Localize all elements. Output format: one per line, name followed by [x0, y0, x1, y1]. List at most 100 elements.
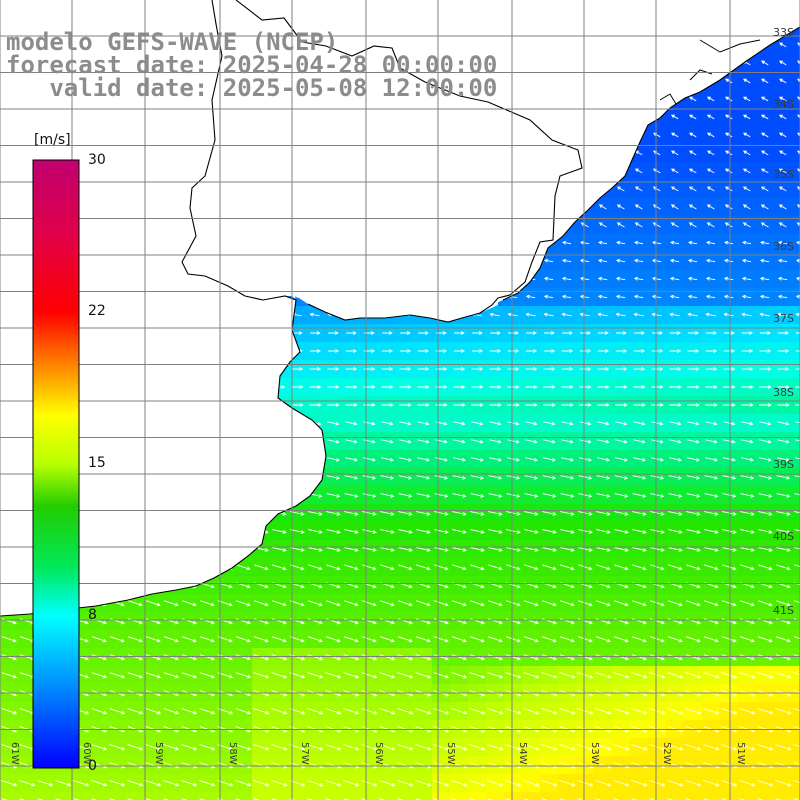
wind-arrow	[326, 493, 341, 498]
wind-arrow	[380, 547, 395, 552]
wind-arrow	[561, 276, 572, 281]
wind-arrow	[687, 367, 700, 371]
wind-arrow	[721, 798, 728, 800]
wind-arrow	[308, 564, 323, 571]
wind-cell	[306, 792, 324, 800]
wind-arrow	[632, 564, 647, 571]
wind-arrow	[669, 385, 682, 389]
wind-arrow	[775, 600, 791, 607]
wind-arrow	[597, 294, 608, 299]
wind-arrow	[505, 744, 522, 751]
wind-arrow	[292, 331, 303, 335]
wind-arrow	[577, 618, 593, 625]
wind-arrow	[721, 708, 738, 715]
wind-arrow	[759, 276, 770, 281]
wind-cell	[792, 216, 800, 234]
wind-arrow	[742, 168, 751, 174]
wind-arrow	[505, 798, 512, 800]
wind-arrow	[597, 349, 610, 353]
wind-arrow	[543, 403, 556, 407]
wind-cell	[792, 36, 800, 54]
wind-arrow	[667, 780, 684, 787]
wind-arrow	[543, 349, 556, 353]
wind-arrow	[163, 798, 170, 800]
wind-arrow	[560, 493, 575, 498]
wind-arrow	[470, 511, 485, 516]
wind-arrow	[650, 529, 665, 534]
wind-arrow	[760, 78, 769, 84]
wind-arrow	[795, 386, 800, 388]
wind-arrow	[670, 114, 679, 120]
wind-arrow	[757, 672, 774, 679]
wind-arrow	[453, 421, 466, 426]
wind-arrow	[451, 798, 458, 800]
wind-arrow	[577, 600, 593, 607]
wind-arrow	[650, 547, 665, 552]
wind-arrow	[577, 636, 593, 643]
wind-arrow	[469, 672, 486, 679]
wind-cell	[792, 126, 800, 144]
wind-arrow	[758, 564, 773, 571]
wind-arrow	[397, 672, 414, 679]
wind-arrow	[73, 798, 80, 800]
wind-arrow	[343, 636, 359, 643]
wind-arrow	[577, 708, 594, 715]
wind-arrow	[418, 331, 429, 335]
wind-arrow	[291, 403, 304, 407]
wind-arrow	[795, 276, 800, 281]
wind-arrow	[91, 780, 108, 787]
wind-arrow	[145, 798, 152, 800]
wind-arrow	[271, 672, 288, 679]
wind-arrow	[325, 672, 342, 679]
wind-arrow	[778, 114, 787, 120]
wind-arrow	[541, 618, 557, 625]
wind-arrow	[542, 511, 557, 516]
wind-arrow	[380, 493, 395, 498]
wind-arrow	[632, 457, 646, 462]
wind-arrow	[434, 547, 449, 552]
wind-arrow	[559, 744, 576, 751]
wind-arrow	[271, 780, 288, 787]
wind-arrow	[271, 600, 287, 607]
wind-arrow	[722, 564, 737, 571]
wind-cell	[792, 162, 800, 180]
wind-arrow	[721, 672, 738, 679]
wind-arrow	[434, 529, 449, 534]
wind-arrow	[597, 312, 608, 317]
wind-arrow	[597, 439, 610, 444]
wind-arrow	[559, 618, 575, 625]
wind-arrow	[597, 367, 610, 371]
wind-arrow	[307, 744, 324, 751]
wind-arrow	[434, 564, 449, 571]
wind-arrow	[742, 186, 751, 192]
wind-arrow	[669, 349, 682, 353]
wind-arrow	[109, 780, 126, 787]
wind-arrow	[578, 475, 593, 480]
wind-arrow	[506, 493, 521, 498]
wind-arrow	[760, 222, 769, 228]
wind-arrow	[415, 600, 431, 607]
wind-arrow	[543, 312, 554, 317]
wind-arrow	[775, 618, 791, 625]
wind-arrow	[705, 349, 718, 353]
wind-arrow	[615, 421, 628, 426]
wind-arrow	[578, 511, 593, 516]
valid-date: valid date: 2025-05-08 12:00:00	[6, 74, 498, 102]
wind-arrow	[668, 475, 683, 480]
wind-arrow	[308, 529, 323, 534]
wind-arrow	[793, 600, 800, 604]
colorbar-unit: [m/s]	[34, 132, 71, 148]
wind-arrow	[687, 349, 700, 353]
wind-arrow	[416, 529, 431, 534]
wind-arrow	[415, 798, 422, 800]
wind-arrow	[271, 636, 287, 643]
wind-arrow	[253, 618, 269, 625]
wind-arrow	[523, 798, 530, 800]
wind-arrow	[739, 744, 756, 751]
wind-arrow	[37, 780, 54, 787]
wind-arrow	[615, 385, 628, 389]
wind-arrow	[109, 708, 126, 715]
wind-arrow	[489, 349, 502, 353]
wind-arrow	[757, 636, 773, 643]
wind-arrow	[488, 475, 503, 480]
